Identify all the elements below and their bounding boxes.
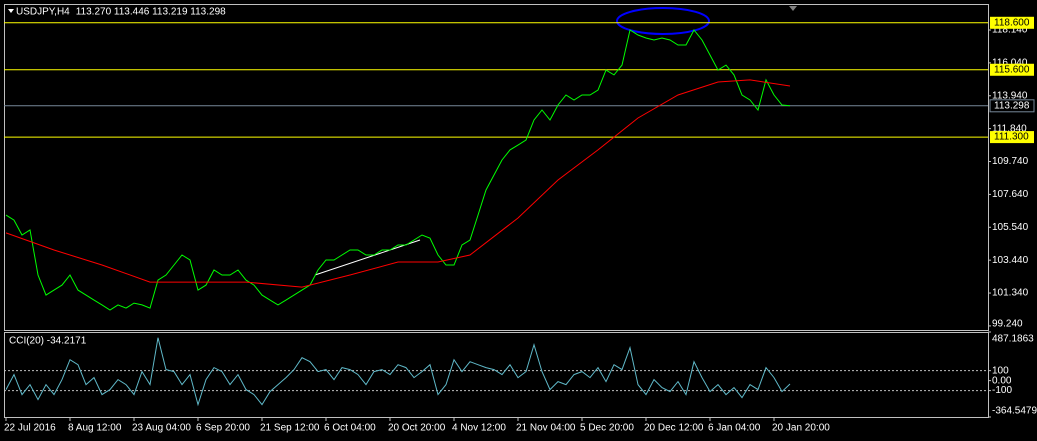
x-tick-label: 20 Dec 12:00: [644, 423, 704, 434]
x-tick-label: 6 Jan 04:00: [708, 423, 761, 434]
shift-marker: [789, 6, 797, 11]
cci-frame: [4, 332, 989, 418]
level-label-box: [990, 16, 1034, 29]
x-tick-label: 4 Nov 12:00: [452, 423, 506, 434]
y-tick-label: 107.640: [992, 189, 1029, 200]
y-tick-label: 487.1863: [992, 334, 1034, 345]
main-frame: [4, 4, 989, 331]
y-tick-label: 100: [992, 365, 1009, 376]
highlight-ellipse: [616, 7, 710, 35]
y-tick-label: 109.740: [992, 156, 1029, 167]
level-label-box: [990, 131, 1034, 144]
y-tick-label: 113.940: [992, 90, 1028, 101]
y-tick-label: -364.5479: [992, 406, 1037, 417]
symbol-title: USDJPY,H4: [16, 7, 70, 18]
trend-line: [314, 239, 421, 276]
x-tick-label: 22 Jul 2016: [4, 423, 56, 434]
y-tick-label: 105.540: [992, 222, 1029, 233]
x-tick-label: 20 Jan 20:00: [772, 423, 830, 434]
y-tick-label: 99.240: [992, 319, 1023, 330]
y-tick-label: 111.840: [992, 123, 1027, 134]
level-label: 115.600: [994, 64, 1030, 75]
y-tick-label: 116.040: [992, 58, 1028, 69]
x-tick-label: 21 Sep 12:00: [260, 423, 320, 434]
x-tick-label: 21 Nov 04:00: [516, 423, 576, 434]
series-line: [5, 337, 791, 407]
current-price-label: 113.298: [994, 100, 1030, 111]
level-label: 118.600: [994, 17, 1030, 28]
series-line: [5, 79, 791, 288]
y-tick-label: 101.340: [992, 288, 1029, 299]
level-label-box: [990, 63, 1034, 76]
y-tick-label: 103.440: [992, 255, 1029, 266]
quote: 113.270 113.446 113.219 113.298: [76, 7, 226, 18]
y-tick-label: 0.00: [992, 375, 1012, 386]
x-tick-label: 6 Oct 04:00: [324, 423, 376, 434]
x-tick-label: 20 Oct 20:00: [388, 423, 446, 434]
menu-triangle: [8, 9, 14, 13]
series-line: [5, 29, 791, 311]
x-tick-label: 23 Aug 04:00: [132, 423, 191, 434]
y-tick-label: -100: [992, 385, 1012, 396]
x-tick-label: 6 Sep 20:00: [196, 423, 250, 434]
cci-title: CCI(20) -34.2171: [9, 336, 87, 347]
current-price-box: [989, 99, 1035, 113]
x-tick-label: 8 Aug 12:00: [68, 423, 122, 434]
level-label: 111.300: [994, 132, 1029, 143]
y-tick-label: 118.140: [992, 25, 1028, 36]
x-tick-label: 5 Dec 20:00: [580, 423, 634, 434]
